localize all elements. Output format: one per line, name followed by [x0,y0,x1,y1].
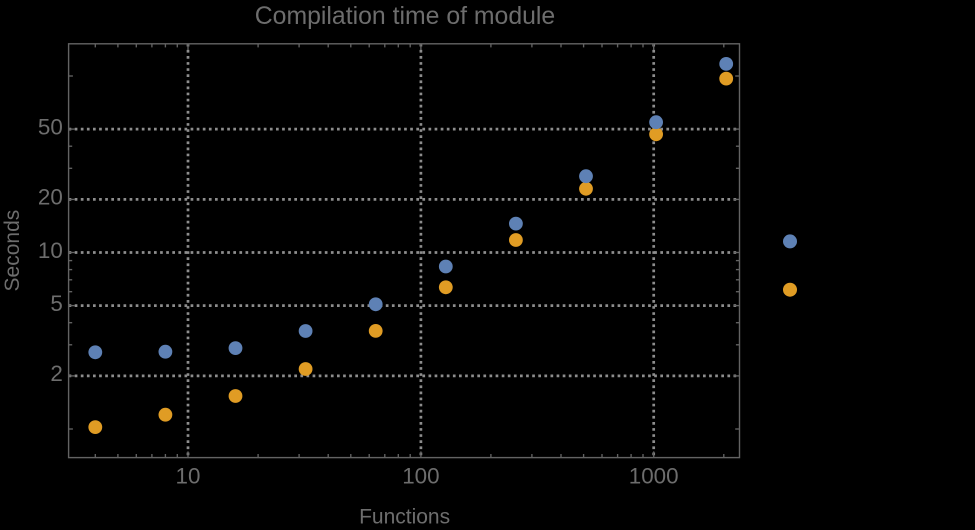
svg-text:1000: 1000 [629,464,679,489]
svg-text:Functions: Functions [359,505,450,525]
svg-text:Compilation time of module: Compilation time of module [255,3,555,30]
svg-text:20: 20 [38,185,63,210]
svg-text:5: 5 [50,291,62,316]
svg-text:10: 10 [38,238,63,263]
svg-text:50: 50 [38,114,63,139]
svg-text:Seconds: Seconds [1,210,24,292]
svg-text:10: 10 [176,464,201,489]
svg-text:2: 2 [50,361,62,386]
svg-text:100: 100 [402,464,439,489]
